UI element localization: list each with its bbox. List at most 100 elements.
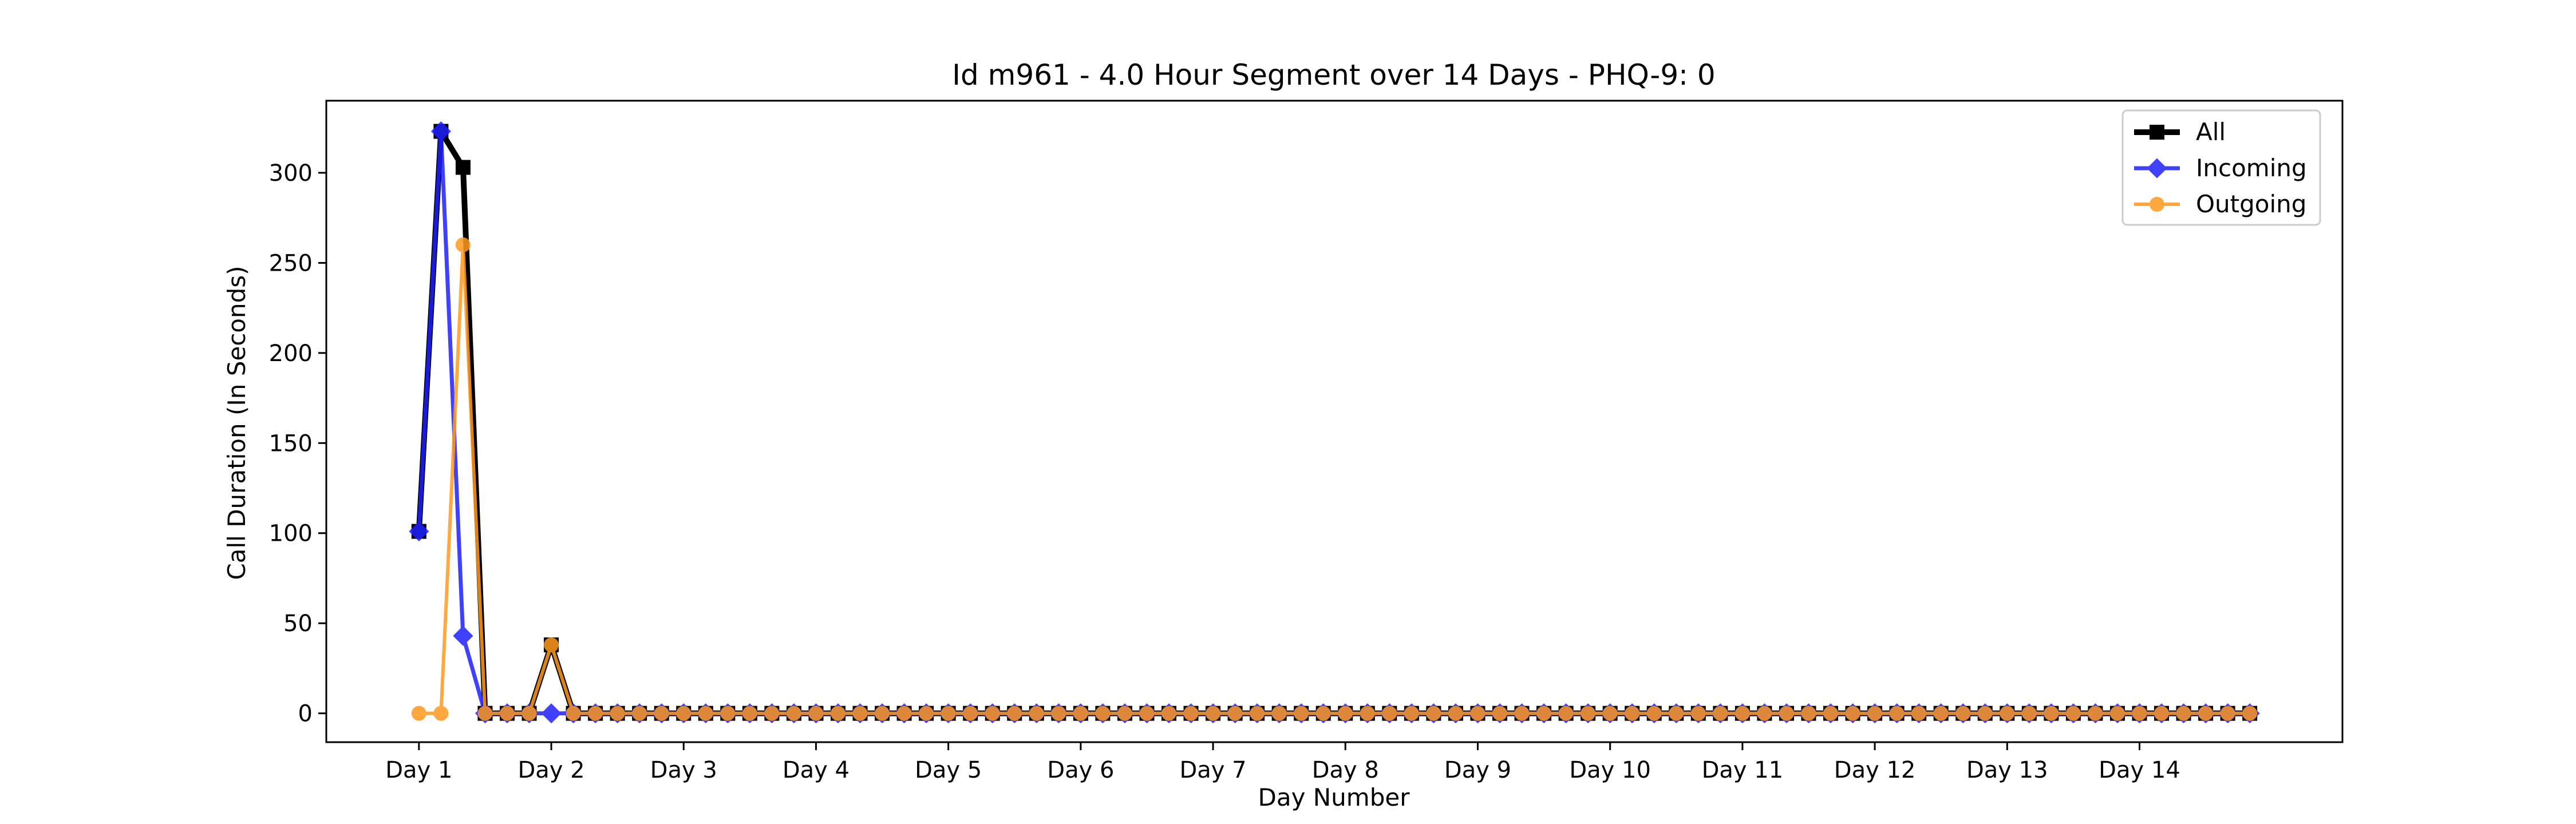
legend-item-all xyxy=(2134,125,2180,140)
data-point-outgoing xyxy=(455,237,471,252)
data-point-outgoing xyxy=(1360,706,1375,721)
data-point-outgoing xyxy=(676,706,692,721)
data-point-outgoing xyxy=(1889,706,1905,721)
data-point-outgoing xyxy=(1845,706,1860,721)
data-point-outgoing xyxy=(2242,706,2258,721)
data-point-outgoing xyxy=(1933,706,1949,721)
data-point-incoming xyxy=(453,625,473,646)
data-point-outgoing xyxy=(1911,706,1927,721)
data-point-outgoing xyxy=(2220,706,2235,721)
x-tick-label: Day 7 xyxy=(1179,757,1246,783)
data-point-outgoing xyxy=(1029,706,1044,721)
data-point-outgoing xyxy=(1227,706,1243,721)
data-point-outgoing xyxy=(1073,706,1088,721)
x-tick-label: Day 2 xyxy=(517,757,584,783)
data-point-outgoing xyxy=(1448,706,1463,721)
data-point-outgoing xyxy=(1625,706,1640,721)
data-point-outgoing xyxy=(1867,706,1883,721)
data-point-outgoing xyxy=(1294,706,1309,721)
data-point-outgoing xyxy=(1117,706,1132,721)
data-point-outgoing xyxy=(1095,706,1111,721)
data-point-outgoing xyxy=(2154,706,2170,721)
x-tick-label: Day 14 xyxy=(2099,757,2180,783)
data-point-outgoing xyxy=(808,706,824,721)
data-point-outgoing xyxy=(1558,706,1574,721)
x-tick-label: Day 11 xyxy=(1702,757,1784,783)
data-point-incoming xyxy=(541,703,562,724)
data-point-outgoing xyxy=(1955,706,1971,721)
data-point-outgoing xyxy=(1646,706,1662,721)
series-line-incoming xyxy=(417,129,2250,716)
data-point-outgoing xyxy=(477,706,493,721)
data-point-outgoing xyxy=(654,706,669,721)
legend: All Incoming Outgoing xyxy=(2121,109,2321,226)
legend-item-outgoing xyxy=(2134,197,2180,212)
data-point-outgoing xyxy=(720,706,736,721)
series-line-outgoing xyxy=(418,243,2250,715)
data-point-outgoing xyxy=(2132,706,2147,721)
data-point-outgoing xyxy=(985,706,1000,721)
data-point-outgoing xyxy=(1602,706,1618,721)
data-point-outgoing xyxy=(1779,706,1794,721)
series-layer xyxy=(409,121,2260,724)
y-tick-label: 150 xyxy=(269,430,313,457)
y-tick-label: 50 xyxy=(283,611,313,637)
data-point-outgoing xyxy=(411,706,426,721)
data-point-outgoing xyxy=(499,706,515,721)
legend-label-incoming: Incoming xyxy=(2196,154,2307,182)
data-point-outgoing xyxy=(1206,706,1221,721)
x-tick-label: Day 13 xyxy=(1966,757,2048,783)
data-point-outgoing xyxy=(1669,706,1684,721)
data-point-outgoing xyxy=(1250,706,1265,721)
data-point-outgoing xyxy=(1426,706,1441,721)
data-point-outgoing xyxy=(1977,706,1993,721)
data-point-outgoing xyxy=(1514,706,1530,721)
data-point-outgoing xyxy=(1183,706,1199,721)
data-point-outgoing xyxy=(1338,706,1353,721)
data-point-outgoing xyxy=(610,706,625,721)
y-tick-label: 300 xyxy=(269,160,313,187)
data-point-outgoing xyxy=(919,706,934,721)
x-tick-label: Day 10 xyxy=(1569,757,1651,783)
data-point-outgoing xyxy=(1581,706,1596,721)
x-tick-label: Day 1 xyxy=(385,757,452,783)
x-tick-label: Day 3 xyxy=(650,757,717,783)
legend-marker-outgoing xyxy=(2150,197,2164,212)
legend-label-all: All xyxy=(2196,118,2226,146)
plot-area-border xyxy=(325,100,2344,743)
data-point-outgoing xyxy=(1492,706,1508,721)
chart-title: Id m961 - 4.0 Hour Segment over 14 Days … xyxy=(952,58,1715,92)
data-point-outgoing xyxy=(1051,706,1066,721)
data-point-outgoing xyxy=(1315,706,1331,721)
y-axis: 0 50 100 150 200 250 300 xyxy=(269,160,326,727)
data-point-outgoing xyxy=(2109,706,2125,721)
data-point-outgoing xyxy=(632,706,647,721)
y-axis-label: Call Duration (In Seconds) xyxy=(223,266,251,580)
y-tick-label: 250 xyxy=(269,250,313,276)
x-tick-label: Day 4 xyxy=(783,757,850,783)
series-all xyxy=(411,124,2258,721)
legend-marker-all xyxy=(2150,125,2164,140)
data-point-outgoing xyxy=(2198,706,2214,721)
data-point-outgoing xyxy=(544,637,559,652)
y-tick-label: 0 xyxy=(298,701,313,727)
x-tick-label: Day 12 xyxy=(1834,757,1916,783)
data-point-outgoing xyxy=(2065,706,2081,721)
data-point-outgoing xyxy=(1713,706,1728,721)
data-point-outgoing xyxy=(1161,706,1176,721)
data-point-all xyxy=(455,160,471,175)
data-point-outgoing xyxy=(588,706,603,721)
data-point-outgoing xyxy=(1139,706,1155,721)
series-line-all xyxy=(416,128,2250,716)
x-axis-label: Day Number xyxy=(1258,783,1410,811)
data-point-outgoing xyxy=(2176,706,2191,721)
data-point-outgoing xyxy=(786,706,801,721)
x-tick-label: Day 5 xyxy=(915,757,982,783)
data-point-outgoing xyxy=(896,706,912,721)
y-tick-label: 200 xyxy=(269,340,313,367)
series-incoming xyxy=(409,121,2260,724)
data-point-outgoing xyxy=(1382,706,1397,721)
data-point-outgoing xyxy=(2000,706,2015,721)
data-point-outgoing xyxy=(830,706,846,721)
